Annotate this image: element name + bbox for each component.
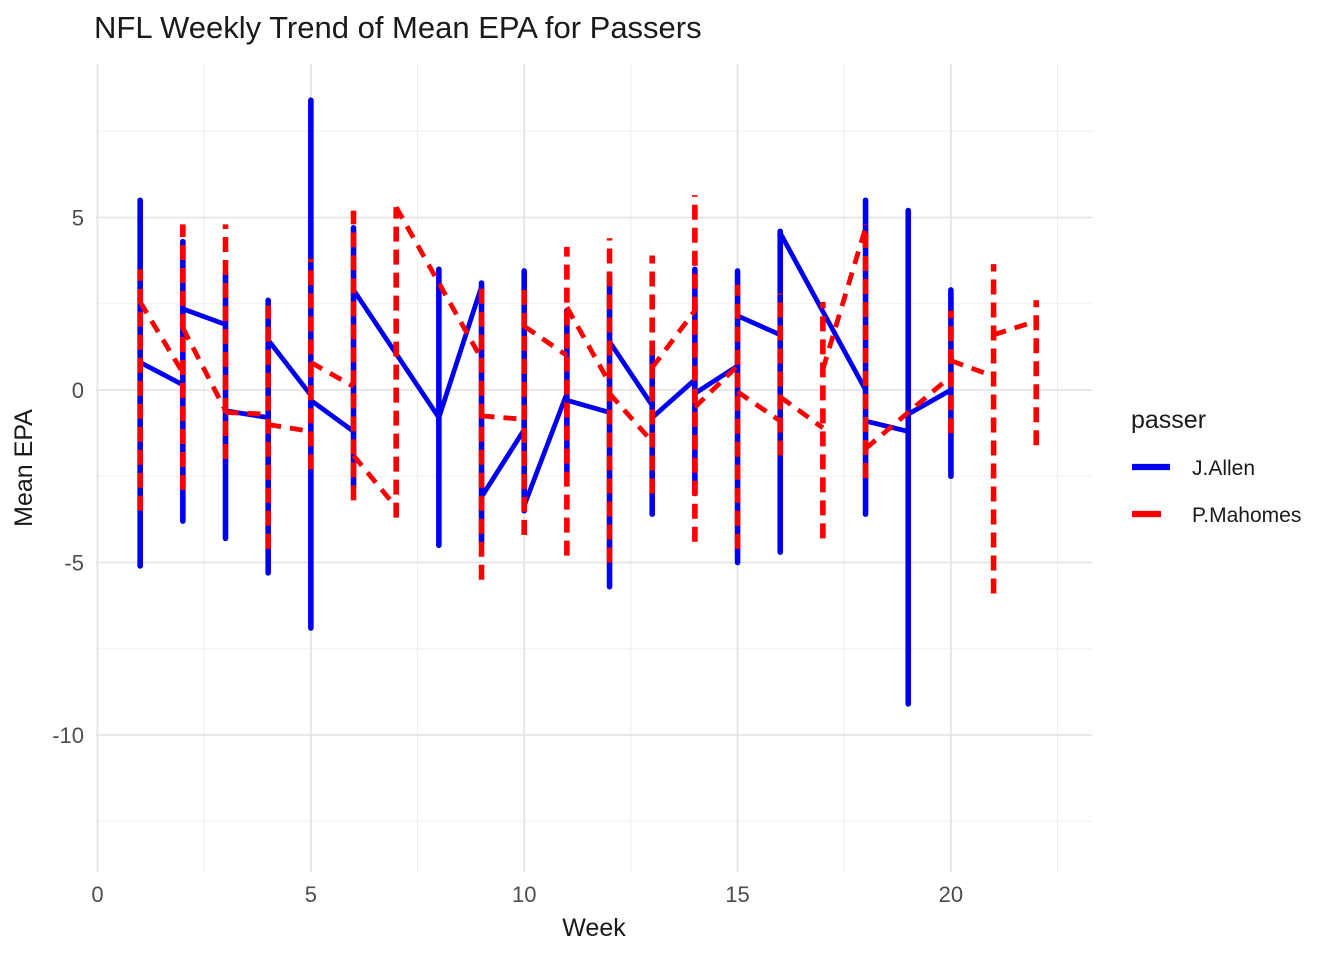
trend-connector <box>564 397 612 415</box>
trend-connector <box>820 227 868 370</box>
trend-connector <box>992 318 1037 338</box>
trend-connector <box>522 324 569 358</box>
trend-connector <box>864 374 953 451</box>
series-lines <box>137 97 1040 707</box>
y-axis-title: Mean EPA <box>10 409 38 527</box>
x-tick-label: 10 <box>512 882 536 907</box>
trend-connector <box>950 358 995 379</box>
trend-connector <box>479 427 527 500</box>
trend-connector <box>436 284 484 421</box>
trend-connector <box>265 337 314 398</box>
trend-connector <box>863 418 911 434</box>
trend-connector <box>777 230 868 393</box>
chart-title: NFL Weekly Trend of Mean EPA for Passers <box>94 10 702 45</box>
grid-minor-lines <box>96 64 1092 872</box>
trend-connector <box>481 413 525 422</box>
x-axis-title: Week <box>562 914 626 942</box>
trend-connector <box>394 205 484 361</box>
trend-connector <box>564 306 612 385</box>
x-tick-label: 20 <box>939 882 963 907</box>
trend-connector <box>138 300 185 374</box>
grid-major-lines <box>96 64 1092 872</box>
trend-connector <box>521 391 570 508</box>
series-j-allen <box>137 97 954 707</box>
trend-connector <box>735 313 783 338</box>
x-tick-label: 5 <box>305 882 317 907</box>
trend-connector <box>778 394 825 430</box>
legend-label: P.Mahomes <box>1192 504 1301 527</box>
trend-connector <box>308 397 356 434</box>
trend-connector <box>180 306 228 327</box>
y-tick-label: -10 <box>52 723 84 748</box>
trend-connector <box>905 387 954 417</box>
trend-connector <box>351 454 399 509</box>
y-tick-label: 5 <box>72 206 84 231</box>
trend-connector <box>309 360 355 389</box>
trend-connector <box>267 422 312 434</box>
legend-entries: J.Allen P.Mahomes <box>1132 457 1301 527</box>
legend-title: passer <box>1131 406 1206 434</box>
x-tick-label: 0 <box>91 882 103 907</box>
trend-connector <box>607 391 655 444</box>
trend-connector <box>736 389 782 424</box>
trend-connector <box>225 410 269 417</box>
y-tick-label: 0 <box>72 378 84 403</box>
trend-connector <box>693 364 740 409</box>
y-axis-tick-labels: 5 0 -5 -10 <box>52 206 84 749</box>
series-p-mahomes <box>137 195 1040 594</box>
trend-connector <box>607 339 655 408</box>
trend-connector <box>649 377 698 421</box>
trend-connector <box>137 359 186 388</box>
y-tick-label: -5 <box>64 551 84 576</box>
legend-label: J.Allen <box>1192 457 1255 480</box>
trend-connector <box>650 309 697 370</box>
trend-connector <box>180 326 228 412</box>
x-axis-tick-labels: 0 5 10 15 20 <box>91 882 963 907</box>
x-tick-label: 15 <box>725 882 749 907</box>
